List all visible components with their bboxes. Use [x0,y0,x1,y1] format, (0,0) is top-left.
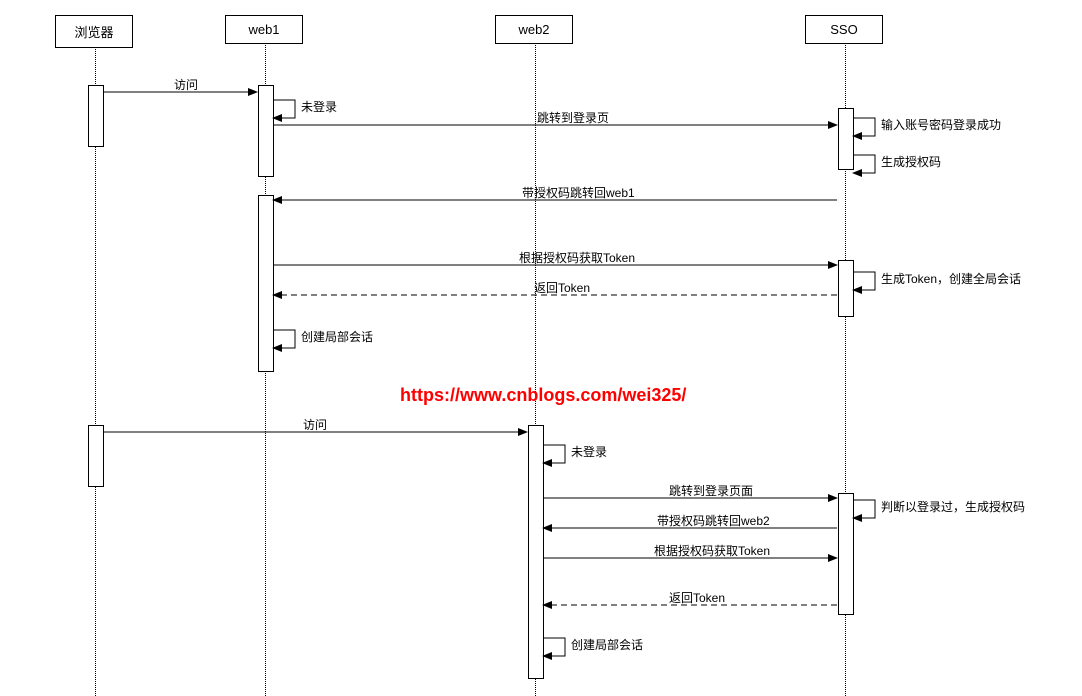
participant-sso: SSO [805,15,883,44]
self-msg-9: 创建局部会话 [301,328,373,345]
activation-web1-3 [258,195,274,372]
activation-browser-0 [88,85,104,147]
msg-10: 访问 [303,416,327,433]
self-msg-11: 未登录 [571,443,607,460]
self-msg-13: 判断以登录过，生成授权码 [881,498,1025,515]
participant-browser: 浏览器 [55,15,133,48]
msg-14: 带授权码跳转回web2 [657,512,770,529]
activation-sso-2 [838,108,854,170]
activation-browser-5 [88,425,104,487]
msg-0: 访问 [174,76,198,93]
msg-5: 带授权码跳转回web1 [522,184,635,201]
participant-web1: web1 [225,15,303,44]
self-msg-1: 未登录 [301,98,337,115]
activation-web2-6 [528,425,544,679]
activation-web1-1 [258,85,274,177]
participant-web2: web2 [495,15,573,44]
self-msg-3: 输入账号密码登录成功 [881,116,1001,133]
msg-16: 返回Token [669,589,725,606]
self-msg-4: 生成授权码 [881,153,941,170]
activation-sso-7 [838,493,854,615]
msg-8: 返回Token [534,279,590,296]
self-msg-7: 生成Token，创建全局会话 [881,270,1021,287]
activation-sso-4 [838,260,854,317]
msg-2: 跳转到登录页 [537,109,609,126]
watermark: https://www.cnblogs.com/wei325/ [400,385,686,406]
msg-15: 根据授权码获取Token [654,542,770,559]
msg-6: 根据授权码获取Token [519,249,635,266]
msg-12: 跳转到登录页面 [669,482,753,499]
self-msg-17: 创建局部会话 [571,636,643,653]
sequence-diagram: 浏览器web1web2SSO访问未登录跳转到登录页输入账号密码登录成功生成授权码… [0,0,1082,696]
